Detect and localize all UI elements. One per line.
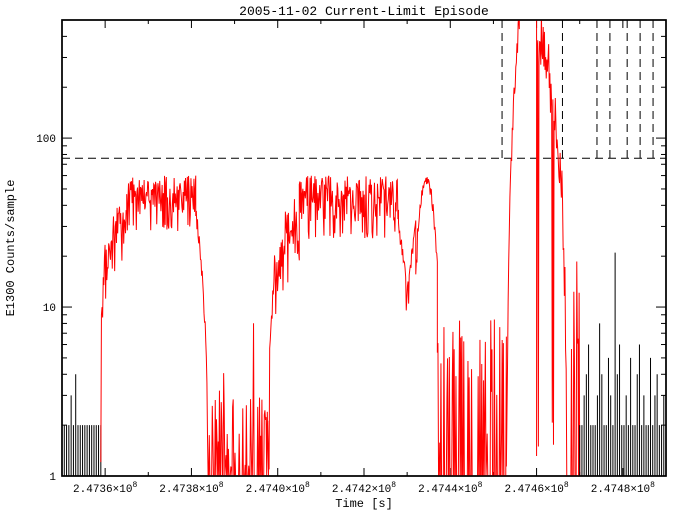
x-tick-label: 2.4740×108 [246, 481, 310, 496]
chart-title: 2005-11-02 Current-Limit Episode [239, 4, 489, 19]
series-black-right [580, 253, 666, 476]
y-axis-label: E1300 Counts/sample [4, 180, 18, 317]
x-tick-label: 2.4738×108 [159, 481, 223, 496]
x-tick-label: 2.4744×108 [418, 481, 482, 496]
x-tick-label: 2.4746×108 [504, 481, 568, 496]
series-group [62, 7, 666, 476]
x-tick-label: 2.4742×108 [332, 481, 396, 496]
series-black-left [62, 374, 101, 476]
y-tick-label: 1 [49, 472, 56, 484]
y-tick-label: 10 [43, 303, 56, 315]
chart-svg: 2005-11-02 Current-Limit Episode Time [s]… [0, 0, 676, 511]
x-axis-label: Time [s] [335, 497, 393, 511]
y-tick-label: 100 [36, 134, 56, 146]
x-tick-label: 2.4748×108 [591, 481, 655, 496]
series-red-main [101, 7, 580, 476]
chart-container: 2005-11-02 Current-Limit Episode Time [s]… [0, 0, 676, 511]
x-tick-label: 2.4736×108 [73, 481, 137, 496]
